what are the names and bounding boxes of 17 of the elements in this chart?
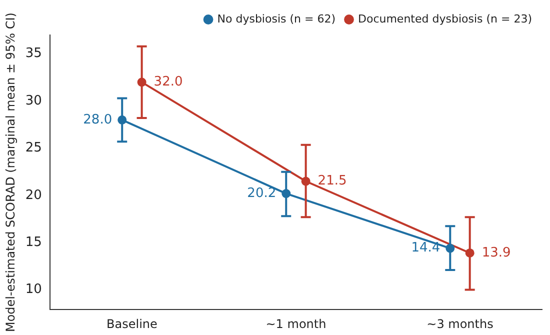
y-tick-label: 35	[25, 46, 42, 62]
legend-label: No dysbiosis (n = 62)	[217, 12, 336, 26]
data-label: 21.5	[318, 174, 347, 189]
legend-label: Documented dysbiosis (n = 23)	[358, 12, 532, 26]
y-tick-label: 25	[25, 140, 42, 156]
y-tick-label: 10	[25, 282, 42, 298]
x-tick-label: ~1 month	[266, 316, 326, 331]
data-label: 28.0	[83, 112, 112, 128]
y-tick-label: 20	[25, 188, 42, 203]
data-label: 20.2	[247, 186, 276, 201]
x-tick-label: ~3 months	[426, 316, 494, 331]
y-axis-title: Model-estimated SCORAD (marginal mean ± 95% CI)	[3, 12, 18, 332]
x-tick-label: Baseline	[106, 316, 158, 331]
data-label: 32.0	[154, 74, 183, 90]
y-tick-label: 15	[25, 234, 42, 250]
data-label: 13.9	[482, 245, 511, 260]
y-tick-label: 30	[25, 93, 42, 108]
